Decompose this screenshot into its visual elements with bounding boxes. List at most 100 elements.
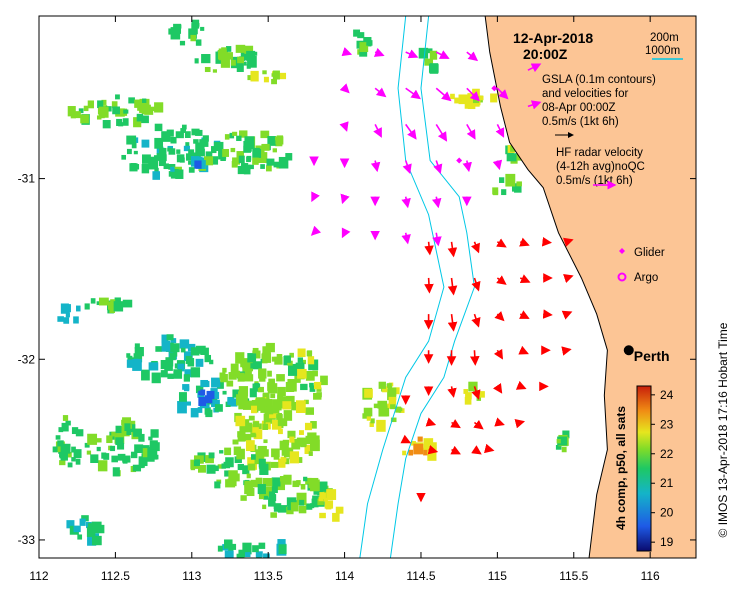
sst-pixel xyxy=(152,171,161,180)
argo-label: Argo xyxy=(634,272,658,284)
title-date: 12-Apr-2018 xyxy=(513,30,593,46)
sst-pixel xyxy=(87,100,94,109)
sst-pixel xyxy=(204,395,213,404)
sst-pixel xyxy=(309,382,314,388)
sst-pixel xyxy=(134,164,140,170)
sst-pixel xyxy=(390,403,396,410)
sst-pixel xyxy=(244,422,253,433)
sst-pixel xyxy=(258,369,267,379)
sst-pixel xyxy=(195,39,202,46)
sst-pixel xyxy=(377,400,388,409)
sst-pixel xyxy=(144,107,154,115)
sst-pixel xyxy=(201,54,211,64)
sst-pixel xyxy=(242,542,252,555)
sst-pixel xyxy=(123,109,129,114)
sst-pixel xyxy=(150,429,159,438)
sst-pixel xyxy=(286,506,294,515)
sst-pixel xyxy=(299,499,305,506)
sst-pixel xyxy=(296,437,307,447)
sst-pixel xyxy=(128,97,135,104)
sst-pixel xyxy=(272,148,277,153)
city-marker xyxy=(623,345,634,356)
sst-pixel xyxy=(387,387,397,396)
sst-pixel xyxy=(101,99,107,105)
sst-pixel xyxy=(287,378,297,386)
sst-pixel xyxy=(479,391,485,398)
sst-pixel xyxy=(229,543,237,550)
sst-pixel xyxy=(510,146,517,152)
sst-pixel xyxy=(511,185,517,192)
sst-pixel xyxy=(250,479,259,488)
sst-pixel xyxy=(154,167,159,173)
sst-pixel xyxy=(232,157,241,165)
hf-radar-vector xyxy=(424,241,434,256)
sst-pixel xyxy=(117,442,125,450)
sst-pixel xyxy=(126,429,132,435)
sst-pixel xyxy=(493,190,499,196)
altimetry-vector xyxy=(462,160,472,173)
sst-pixel xyxy=(263,439,268,444)
hf-radar-vector xyxy=(447,386,457,398)
sst-pixel xyxy=(191,27,198,35)
sst-pixel xyxy=(188,160,193,165)
sst-pixel xyxy=(277,396,287,409)
hf-radar-vector xyxy=(561,310,573,320)
sst-pixel xyxy=(295,362,305,374)
sst-pixel xyxy=(216,381,224,389)
sst-pixel xyxy=(468,381,478,392)
hf-radar-vector xyxy=(425,417,437,427)
sst-pixel xyxy=(242,358,251,369)
sst-pixel xyxy=(97,460,108,472)
sst-pixel xyxy=(251,399,258,408)
sst-pixel xyxy=(249,363,255,369)
sst-pixel xyxy=(86,526,96,537)
sst-pixel xyxy=(62,415,69,421)
sst-pixel xyxy=(136,113,144,122)
sst-pixel xyxy=(312,370,318,377)
sst-pixel xyxy=(369,422,374,427)
sst-pixel xyxy=(450,93,455,100)
sst-pixel xyxy=(95,524,105,534)
altimetry-vector xyxy=(495,124,505,138)
sst-pixel xyxy=(273,504,280,510)
sst-pixel xyxy=(237,431,246,442)
sst-pixel xyxy=(304,422,312,431)
altimetry-vector xyxy=(340,193,350,205)
sst-pixel xyxy=(96,301,101,306)
sst-pixel xyxy=(167,373,174,379)
sst-pixel xyxy=(250,405,257,414)
sst-pixel xyxy=(324,500,334,509)
sst-pixel xyxy=(277,413,282,419)
sst-pixel xyxy=(306,350,313,357)
sst-pixel xyxy=(115,425,122,434)
sst-pixel xyxy=(314,435,320,440)
sst-pixel xyxy=(236,135,242,142)
sst-pixel xyxy=(310,503,315,509)
sst-pixel xyxy=(287,430,296,439)
sst-pixel xyxy=(190,408,199,418)
sst-pixel xyxy=(122,455,131,463)
hf-radar-vector xyxy=(494,417,505,427)
sst-pixel xyxy=(265,342,275,353)
sst-pixel xyxy=(308,359,319,371)
sst-pixel xyxy=(304,399,309,405)
altimetry-vector xyxy=(401,232,411,245)
sst-pixel xyxy=(148,362,159,371)
sst-pixel xyxy=(107,301,118,310)
glider-marker xyxy=(491,85,498,92)
sst-pixel xyxy=(133,428,142,437)
sst-pixel xyxy=(506,153,517,162)
sst-pixel xyxy=(134,99,142,108)
sst-pixel xyxy=(134,444,144,454)
sst-pixel xyxy=(194,160,202,169)
sst-pixel xyxy=(176,149,181,154)
hf-line-2: (4-12h avg)noQC xyxy=(556,161,645,173)
sst-pixel xyxy=(458,94,468,105)
sst-pixel xyxy=(170,338,177,344)
hf-radar-vector xyxy=(447,314,458,332)
sst-pixel xyxy=(90,454,99,464)
sst-pixel xyxy=(245,440,255,452)
sst-pixel xyxy=(129,163,138,172)
sst-pixel xyxy=(429,50,438,60)
